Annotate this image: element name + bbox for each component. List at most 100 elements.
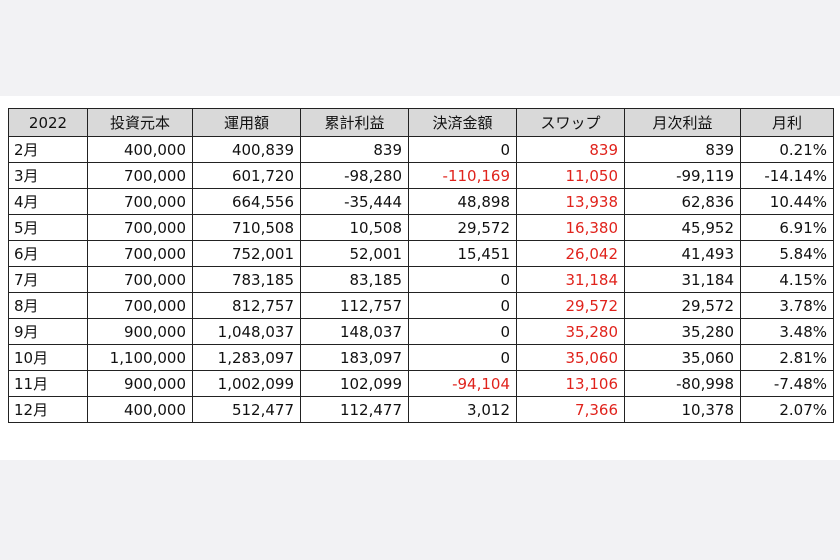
cell-monthly-rate: 2.07%: [740, 396, 834, 423]
header-cumulative: 累計利益: [300, 108, 409, 137]
table-row: 3月 700,000 601,720 -98,280 -110,169 11,050 -99…: [8, 162, 834, 189]
cell-monthly-rate: -7.48%: [740, 370, 834, 397]
cell-principal: 700,000: [87, 292, 193, 319]
cell-cumulative: 10,508: [300, 214, 409, 241]
header-row: 2022 投資元本 運用額 累計利益 決済金額 スワップ 月次利益 月利: [8, 108, 834, 137]
cell-cumulative: -98,280: [300, 162, 409, 189]
table-row: 2月 400,000 400,839 839 0 839 839 0.21%: [8, 136, 834, 163]
cell-cumulative: 183,097: [300, 344, 409, 371]
cell-operating: 601,720: [192, 162, 301, 189]
cell-monthly-rate: -14.14%: [740, 162, 834, 189]
cell-cumulative: -35,444: [300, 188, 409, 215]
cell-swap: 13,106: [516, 370, 625, 397]
cell-principal: 900,000: [87, 318, 193, 345]
cell-cumulative: 839: [300, 136, 409, 163]
cell-principal: 700,000: [87, 188, 193, 215]
cell-swap: 35,280: [516, 318, 625, 345]
cell-swap: 13,938: [516, 188, 625, 215]
header-monthly-rate: 月利: [740, 108, 834, 137]
cell-monthly-profit: 45,952: [624, 214, 741, 241]
cell-settlement: 15,451: [408, 240, 517, 267]
cell-month: 7月: [8, 266, 88, 293]
profit-table: 2022 投資元本 運用額 累計利益 決済金額 スワップ 月次利益 月利 2月 4…: [8, 108, 834, 423]
cell-monthly-rate: 0.21%: [740, 136, 834, 163]
cell-monthly-rate: 3.48%: [740, 318, 834, 345]
cell-monthly-profit: 10,378: [624, 396, 741, 423]
cell-month: 3月: [8, 162, 88, 189]
header-monthly-profit: 月次利益: [624, 108, 741, 137]
cell-settlement: 3,012: [408, 396, 517, 423]
table-card: 2022 投資元本 運用額 累計利益 決済金額 スワップ 月次利益 月利 2月 4…: [0, 96, 840, 460]
cell-month: 8月: [8, 292, 88, 319]
table-row: 6月 700,000 752,001 52,001 15,451 26,042 41,493…: [8, 240, 834, 267]
cell-monthly-profit: 35,280: [624, 318, 741, 345]
cell-monthly-rate: 3.78%: [740, 292, 834, 319]
cell-cumulative: 112,477: [300, 396, 409, 423]
table-body: 2月 400,000 400,839 839 0 839 839 0.21% 3月 700,000…: [8, 136, 834, 423]
header-settlement: 決済金額: [408, 108, 517, 137]
cell-settlement: 29,572: [408, 214, 517, 241]
cell-swap: 16,380: [516, 214, 625, 241]
table-row: 5月 700,000 710,508 10,508 29,572 16,380 45,952…: [8, 214, 834, 241]
cell-principal: 400,000: [87, 396, 193, 423]
cell-settlement: 0: [408, 136, 517, 163]
cell-month: 10月: [8, 344, 88, 371]
cell-swap: 7,366: [516, 396, 625, 423]
cell-monthly-rate: 2.81%: [740, 344, 834, 371]
header-year: 2022: [8, 108, 88, 137]
cell-settlement: 0: [408, 318, 517, 345]
cell-monthly-profit: 41,493: [624, 240, 741, 267]
cell-settlement: -94,104: [408, 370, 517, 397]
cell-monthly-rate: 6.91%: [740, 214, 834, 241]
table-row: 11月 900,000 1,002,099 102,099 -94,104 13,106 -…: [8, 370, 834, 397]
header-operating: 運用額: [192, 108, 301, 137]
header-swap: スワップ: [516, 108, 625, 137]
table-row: 4月 700,000 664,556 -35,444 48,898 13,938 62,83…: [8, 188, 834, 215]
cell-operating: 1,002,099: [192, 370, 301, 397]
cell-operating: 783,185: [192, 266, 301, 293]
cell-month: 4月: [8, 188, 88, 215]
cell-settlement: -110,169: [408, 162, 517, 189]
cell-monthly-rate: 5.84%: [740, 240, 834, 267]
cell-monthly-profit: 62,836: [624, 188, 741, 215]
cell-operating: 710,508: [192, 214, 301, 241]
cell-principal: 700,000: [87, 162, 193, 189]
header-principal: 投資元本: [87, 108, 193, 137]
cell-monthly-rate: 10.44%: [740, 188, 834, 215]
table-row: 8月 700,000 812,757 112,757 0 29,572 29,572 3.78…: [8, 292, 834, 319]
cell-month: 12月: [8, 396, 88, 423]
cell-month: 5月: [8, 214, 88, 241]
cell-operating: 1,048,037: [192, 318, 301, 345]
cell-swap: 839: [516, 136, 625, 163]
cell-monthly-rate: 4.15%: [740, 266, 834, 293]
cell-principal: 700,000: [87, 240, 193, 267]
cell-month: 6月: [8, 240, 88, 267]
table-row: 10月 1,100,000 1,283,097 183,097 0 35,060 35,06…: [8, 344, 834, 371]
cell-cumulative: 102,099: [300, 370, 409, 397]
cell-swap: 35,060: [516, 344, 625, 371]
cell-settlement: 0: [408, 292, 517, 319]
cell-settlement: 48,898: [408, 188, 517, 215]
cell-month: 9月: [8, 318, 88, 345]
cell-monthly-profit: 31,184: [624, 266, 741, 293]
cell-principal: 700,000: [87, 266, 193, 293]
cell-operating: 752,001: [192, 240, 301, 267]
cell-operating: 512,477: [192, 396, 301, 423]
cell-monthly-profit: 839: [624, 136, 741, 163]
cell-monthly-profit: -99,119: [624, 162, 741, 189]
cell-monthly-profit: 29,572: [624, 292, 741, 319]
cell-cumulative: 148,037: [300, 318, 409, 345]
cell-principal: 900,000: [87, 370, 193, 397]
cell-principal: 700,000: [87, 214, 193, 241]
cell-swap: 26,042: [516, 240, 625, 267]
cell-month: 2月: [8, 136, 88, 163]
cell-swap: 29,572: [516, 292, 625, 319]
cell-cumulative: 52,001: [300, 240, 409, 267]
table-row: 7月 700,000 783,185 83,185 0 31,184 31,184 4.15%: [8, 266, 834, 293]
cell-month: 11月: [8, 370, 88, 397]
cell-principal: 400,000: [87, 136, 193, 163]
cell-operating: 812,757: [192, 292, 301, 319]
cell-operating: 1,283,097: [192, 344, 301, 371]
cell-monthly-profit: 35,060: [624, 344, 741, 371]
table-row: 12月 400,000 512,477 112,477 3,012 7,366 10,378…: [8, 396, 834, 423]
